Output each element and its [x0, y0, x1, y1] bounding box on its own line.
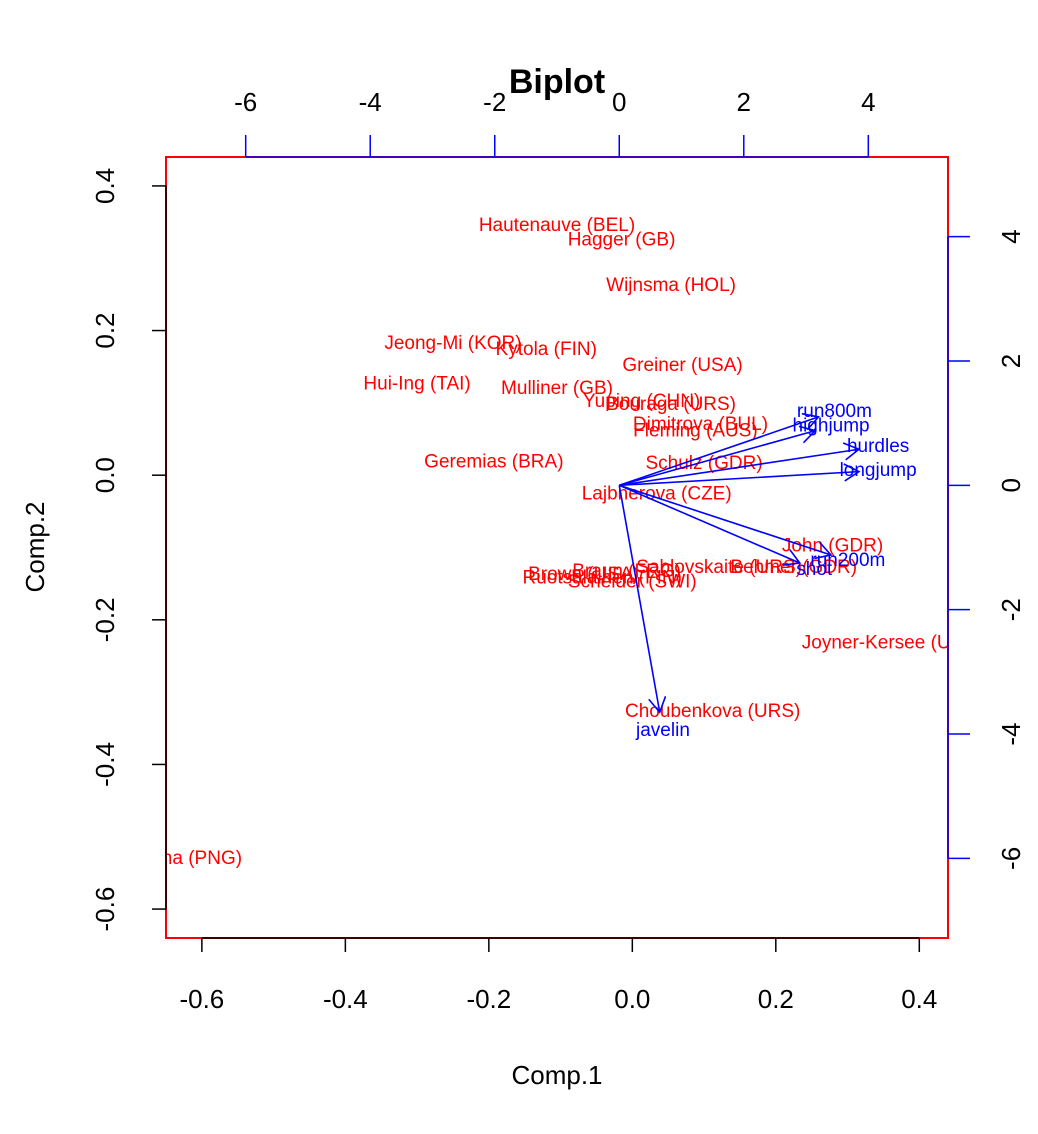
left-tick-label: -0.4 — [90, 742, 120, 787]
observation-label-john-gdr: John (GDR) — [782, 536, 883, 557]
observation-label-choubenkova-urs: Choubenkova (URS) — [625, 701, 800, 722]
observation-label-yuping-chn: Yuping (CHN) — [583, 391, 700, 412]
observation-label-fleming-aus: Fleming (AUS) — [633, 421, 758, 442]
arrow-run200m — [619, 484, 832, 556]
arrow-run800m — [619, 416, 819, 487]
observation-label-hagger-gb: Hagger (GB) — [568, 230, 676, 251]
variable-label-hurdles: hurdles — [847, 436, 909, 457]
observation-label-geremias-bra: Geremias (BRA) — [424, 452, 563, 473]
bottom-tick-label: -0.2 — [466, 984, 511, 1014]
arrowhead-run800m — [801, 412, 821, 431]
observation-label-dimitrova-bul: Dimitrova (BUL) — [633, 414, 768, 435]
top-tick-label: 2 — [737, 87, 751, 117]
bottom-tick-label: 0.4 — [901, 984, 937, 1014]
variable-label-run200m: run200m — [810, 550, 885, 571]
top-tick-label: 4 — [861, 87, 875, 117]
top-tick-label: -4 — [359, 87, 382, 117]
left-tick-label: -0.2 — [90, 597, 120, 642]
observation-label-jeong-mi-kor: Jeong-Mi (KOR) — [384, 333, 521, 354]
right-axis: -6 -4 -2 0 2 4 — [947, 229, 1026, 870]
variable-label-shot: shot — [796, 559, 833, 580]
variable-label-longjump: longjump — [840, 460, 917, 481]
arrowhead-longjump — [843, 463, 861, 482]
left-axis: -0.6 -0.4 -0.2 0.0 0.2 0.4 — [90, 168, 167, 932]
arrowhead-run200m — [814, 541, 833, 560]
observation-label-kytola-fin: Kytola (FIN) — [496, 339, 597, 360]
observation-label-sablovskaite-urs: Sablovskaite (URS) — [636, 557, 802, 578]
observation-label-behmer-gdr: Behmer (GDR) — [730, 557, 857, 578]
x-axis-label: Comp.1 — [511, 1060, 602, 1090]
variable-label-highjump: highjump — [793, 416, 870, 437]
arrowhead-shot — [782, 548, 802, 566]
right-tick-label: 4 — [996, 229, 1026, 243]
arrow-shot — [618, 484, 801, 564]
top-tick-label: 0 — [612, 87, 626, 117]
arrowhead-hurdles — [842, 442, 861, 461]
observation-label-ruotsalainen-fin: Ruotsalainen (FIN) — [522, 567, 681, 588]
observation-label-scheider-swi: Scheider (SWI) — [568, 572, 697, 593]
observation-label-hui-ing-tai: Hui-Ing (TAI) — [363, 374, 470, 395]
left-tick-label: -0.6 — [90, 887, 120, 932]
bottom-tick-label: -0.6 — [179, 984, 224, 1014]
arrow-hurdles — [619, 448, 860, 487]
y-axis-label: Comp.2 — [20, 501, 50, 592]
right-tick-label: -4 — [996, 722, 1026, 745]
variable-label-javelin: javelin — [635, 720, 690, 741]
arrow-longjump — [619, 470, 860, 487]
right-tick-label: 0 — [996, 478, 1026, 492]
right-tick-label: 2 — [996, 354, 1026, 368]
observation-label-hautenauve-bel: Hautenauve (BEL) — [479, 215, 635, 236]
variable-label-run800m: run800m — [797, 401, 872, 422]
arrowhead-javelin — [648, 696, 667, 714]
top-tick-label: -2 — [483, 87, 506, 117]
bottom-tick-label: 0.2 — [758, 984, 794, 1014]
right-tick-label: -2 — [996, 598, 1026, 621]
chart-title: Biplot — [509, 63, 605, 101]
observation-label-wijnsma-hol: Wijnsma (HOL) — [606, 275, 736, 296]
left-tick-label: 0.2 — [90, 312, 120, 348]
right-tick-label: -6 — [996, 847, 1026, 870]
observation-label-braun-frg: Braun (FRG) — [572, 561, 681, 582]
top-axis: -6 -4 -2 0 2 4 — [234, 87, 876, 158]
arrow-javelin — [618, 485, 661, 713]
observation-label-brown-usa: Brown (USA) — [528, 564, 639, 585]
observation-labels: Hautenauve (BEL)Hagger (GB) Wijnsma (HOL)… — [130, 215, 983, 869]
observation-label-joyner-kersee-usa: Joyner-Kersee (USA) — [802, 632, 983, 653]
arrowhead-highjump — [798, 425, 817, 444]
observation-label-launa-png: Launa (PNG) — [130, 848, 242, 869]
top-tick-label: -6 — [234, 87, 257, 117]
left-tick-label: 0.4 — [90, 168, 120, 204]
left-tick-label: 0.0 — [90, 457, 120, 493]
bottom-tick-label: -0.4 — [323, 984, 368, 1014]
arrow-highjump — [619, 429, 816, 487]
observation-label-bouraga-urs: Bouraga (URS) — [606, 394, 736, 415]
bottom-tick-label: 0.0 — [614, 984, 650, 1014]
bottom-axis: -0.6 -0.4 -0.2 0.0 0.2 0.4 — [179, 937, 937, 1014]
observation-label-mulliner-gb: Mulliner (GB) — [501, 378, 613, 399]
observation-label-greiner-usa: Greiner (USA) — [622, 355, 742, 376]
